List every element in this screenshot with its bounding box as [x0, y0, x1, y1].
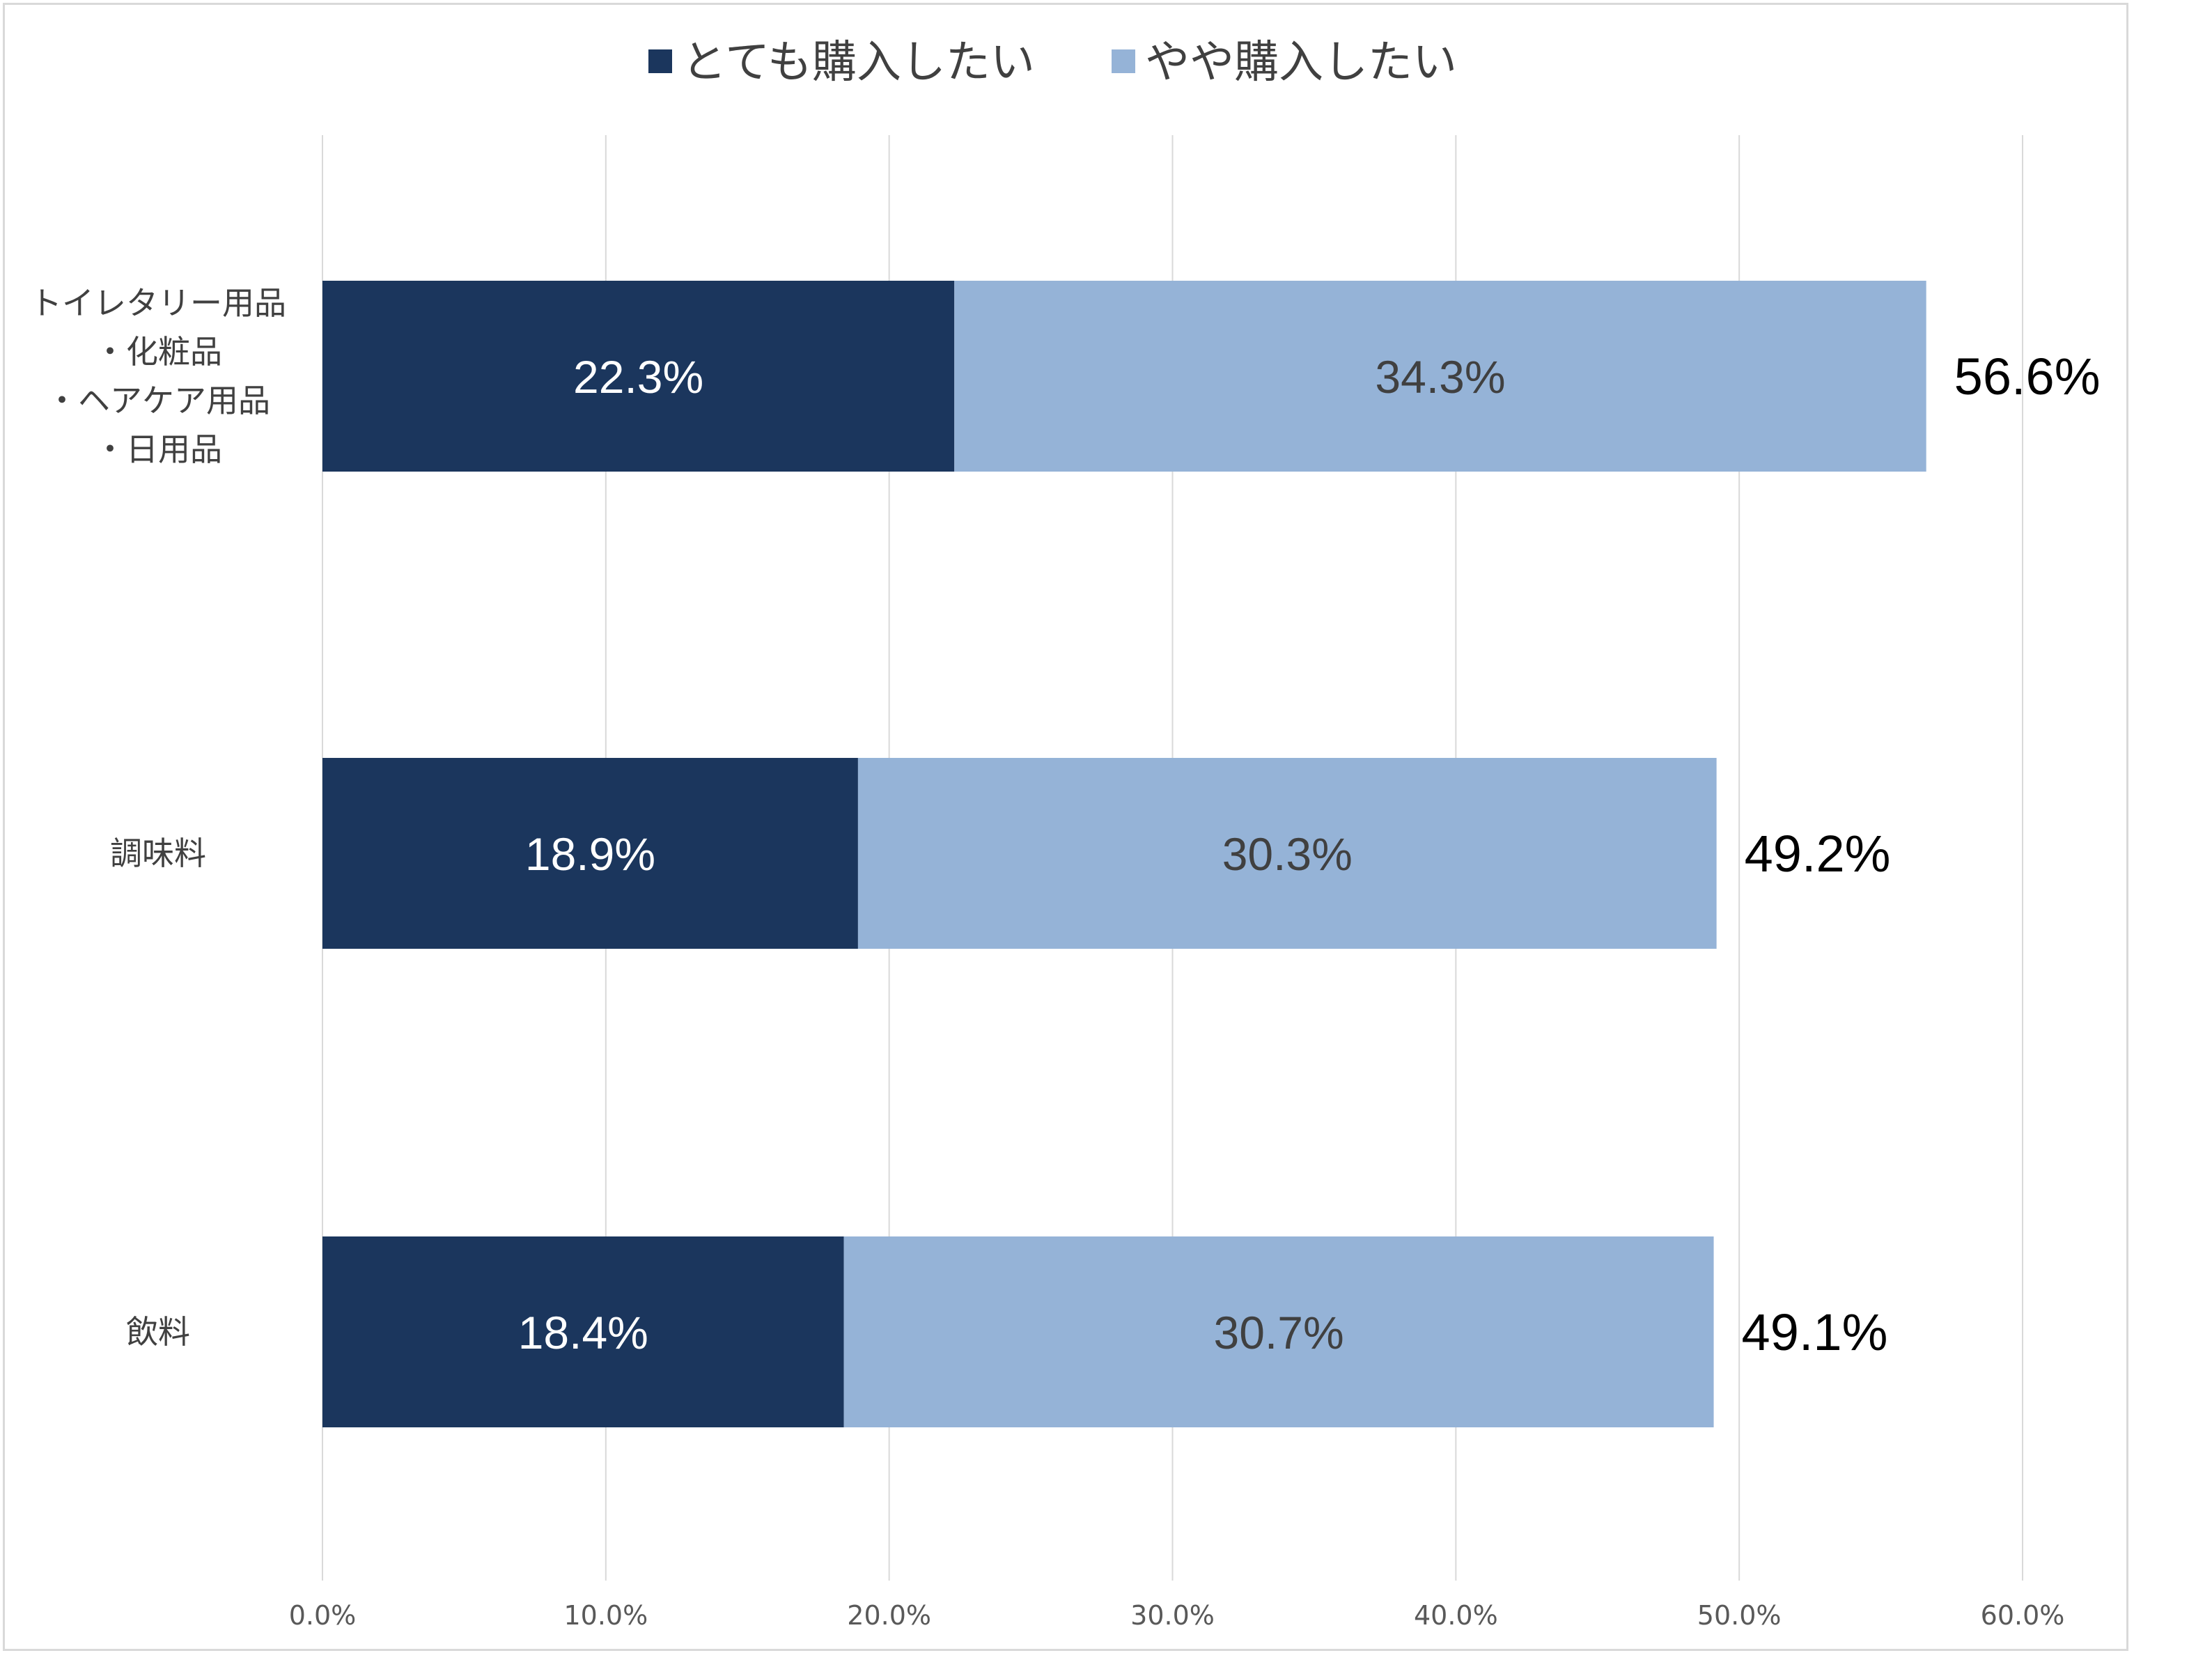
bar-segment-slight	[857, 758, 1717, 949]
category-label: 調味料	[110, 835, 206, 872]
legend: とても購入したい やや購入したい	[648, 37, 1457, 88]
category-label: トイレタリー用品	[30, 284, 286, 322]
bar-value-label: 22.3%	[573, 351, 703, 403]
category-label: ・日用品	[94, 430, 222, 468]
x-tick-label: 30.0%	[1130, 1600, 1215, 1631]
x-tick-label: 50.0%	[1697, 1600, 1782, 1631]
category-label: 飲料	[126, 1313, 190, 1351]
bar-value-label: 30.3%	[1222, 828, 1353, 880]
x-tick-label: 0.0%	[289, 1600, 357, 1631]
bar-value-label: 34.3%	[1375, 351, 1505, 403]
bar-segment-strong	[322, 281, 955, 472]
bar-segment-slight	[954, 281, 1926, 472]
bar-segment-slight	[843, 1236, 1714, 1427]
legend-swatch-strong	[648, 49, 672, 73]
x-axis-ticks: 0.0% 10.0% 20.0% 30.0% 40.0% 50.0% 60.0%	[289, 1600, 2065, 1631]
legend-swatch-slight	[1112, 49, 1135, 73]
x-tick-label: 60.0%	[1981, 1600, 2065, 1631]
bar-segment-strong	[322, 1236, 844, 1427]
segment-labels: 22.3% 34.3% 18.9% 30.3% 18.4% 30.7%	[518, 351, 1506, 1358]
chart-svg: とても購入したい やや購入したい 22.3% 34.3% 18.9% 30.3% 18.4…	[30, 37, 2101, 1631]
legend-label: とても購入したい	[682, 37, 1035, 88]
bar-total-label: 49.1%	[1742, 1303, 1888, 1361]
category-label: ・ヘアケア用品	[46, 382, 270, 419]
legend-label: やや購入したい	[1145, 37, 1457, 88]
chart-frame: とても購入したい やや購入したい 22.3% 34.3% 18.9% 30.3% 18.4…	[3, 3, 2128, 1651]
bar-value-label: 18.9%	[525, 828, 655, 880]
bar-total-label: 56.6%	[1954, 348, 2101, 405]
x-tick-label: 40.0%	[1414, 1600, 1498, 1631]
bar-value-label: 30.7%	[1213, 1307, 1343, 1358]
bar-value-label: 18.4%	[518, 1307, 648, 1358]
bar-total-label: 49.2%	[1745, 825, 1891, 883]
x-tick-label: 10.0%	[563, 1600, 648, 1631]
bar-segment-strong	[322, 758, 858, 949]
x-tick-label: 20.0%	[847, 1600, 931, 1631]
total-labels: 56.6% 49.2% 49.1%	[1742, 348, 2101, 1361]
bars	[322, 281, 1926, 1427]
category-label: ・化粧品	[94, 333, 222, 371]
